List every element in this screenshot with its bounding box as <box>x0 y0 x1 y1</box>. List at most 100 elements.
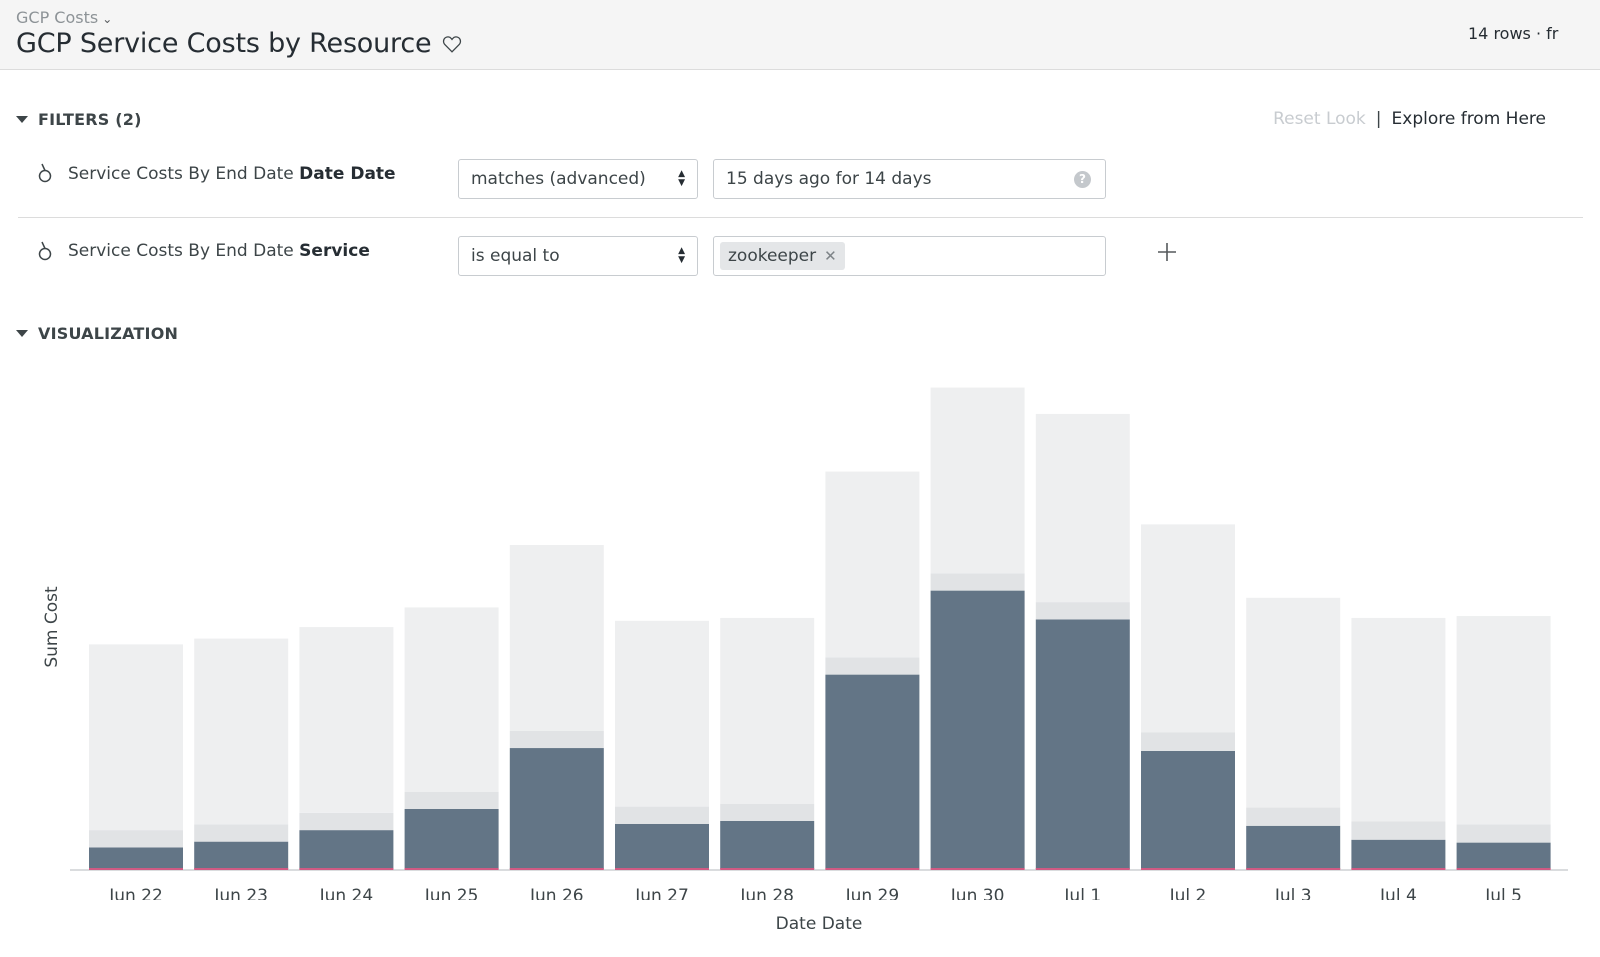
bar-segment-1 <box>615 806 709 824</box>
x-tick-label: Jun 23 <box>213 886 268 900</box>
bar-segment-2 <box>1246 597 1341 808</box>
breadcrumb-label: GCP Costs <box>16 8 99 27</box>
bar-segment-2 <box>1351 617 1446 822</box>
bar-segment-0 <box>194 841 289 869</box>
operator-select-service[interactable]: is equal to ▲ ▼ <box>458 236 698 276</box>
operator-select-date[interactable]: matches (advanced) ▲ ▼ <box>458 159 698 199</box>
bar-baseline <box>1141 868 1235 870</box>
bar-baseline <box>299 868 394 870</box>
service-value-input[interactable]: zookeeper ✕ <box>713 236 1106 276</box>
look-actions: Reset Look | Explore from Here <box>1273 109 1546 129</box>
bar-segment-2 <box>194 638 289 825</box>
bar-segment-0 <box>615 823 709 869</box>
page-title-group: GCP Service Costs by Resource <box>16 28 463 59</box>
bar-segment-2 <box>1035 413 1130 603</box>
filter-label-date: Service Costs By End Date Date Date <box>68 164 396 184</box>
bar-segment-0 <box>1141 750 1235 869</box>
filter-divider <box>18 217 1583 218</box>
page-title: GCP Service Costs by Resource <box>16 28 432 59</box>
heart-icon[interactable] <box>441 33 463 55</box>
chevron-down-icon: ⌄ <box>102 11 113 26</box>
select-arrows-icon: ▲ ▼ <box>678 169 685 188</box>
x-tick-label: Jun 27 <box>634 886 689 900</box>
help-icon[interactable]: ? <box>1074 171 1091 188</box>
collapse-triangle-icon <box>16 330 28 337</box>
x-tick-label: Jul 1 <box>1063 886 1101 900</box>
bar-segment-0 <box>299 830 394 869</box>
x-tick-label: Jun 28 <box>739 886 794 900</box>
bar-segment-1 <box>1246 807 1341 826</box>
bar-segment-1 <box>1351 821 1446 840</box>
date-value-input[interactable]: 15 days ago for 14 days ? <box>713 159 1106 199</box>
bar-segment-1 <box>930 573 1025 591</box>
filter-ring-icon <box>38 163 52 183</box>
breadcrumb[interactable]: GCP Costs ⌄ <box>16 8 112 27</box>
x-tick-label: Jun 26 <box>529 886 584 900</box>
filters-section-toggle[interactable]: FILTERS (2) <box>16 110 142 129</box>
bar-baseline <box>825 868 920 870</box>
bar-baseline <box>194 868 289 870</box>
x-tick-label: Jul 2 <box>1169 886 1207 900</box>
operator-select-value: matches (advanced) <box>471 169 646 189</box>
bar-segment-1 <box>825 657 920 675</box>
filter-label-field: Service <box>299 241 370 261</box>
bar-segment-0 <box>930 590 1025 869</box>
remove-token-icon[interactable]: ✕ <box>824 247 837 265</box>
bar-baseline <box>615 868 709 870</box>
filters-section-label: FILTERS (2) <box>38 110 142 129</box>
visualization-section-toggle[interactable]: VISUALIZATION <box>16 324 178 343</box>
add-filter-plus-icon[interactable] <box>1155 240 1179 264</box>
x-tick-label: Jun 22 <box>108 886 163 900</box>
bar-segment-2 <box>509 545 604 731</box>
filter-label-service: Service Costs By End Date Service <box>68 241 370 261</box>
bar-baseline <box>404 868 499 870</box>
x-tick-label: Jun 29 <box>845 886 900 900</box>
x-tick-label: Jul 3 <box>1274 886 1312 900</box>
bar-baseline <box>509 868 604 870</box>
bar-segment-1 <box>89 830 183 848</box>
bar-baseline <box>1035 868 1130 870</box>
bar-baseline <box>1456 868 1551 870</box>
bar-segment-2 <box>404 607 499 792</box>
bar-segment-2 <box>1456 616 1551 825</box>
x-tick-label: Jul 4 <box>1379 886 1417 900</box>
filter-ring-icon <box>38 241 52 261</box>
bar-segment-0 <box>1351 839 1446 869</box>
filter-token: zookeeper ✕ <box>720 242 845 270</box>
bar-segment-0 <box>89 847 183 869</box>
filter-label-prefix: Service Costs By End Date <box>68 164 300 184</box>
bar-baseline <box>89 868 183 870</box>
bar-segment-0 <box>509 748 604 869</box>
operator-select-value: is equal to <box>471 246 560 266</box>
x-tick-label: Jun 30 <box>950 886 1005 900</box>
bar-segment-2 <box>89 644 183 831</box>
bar-segment-0 <box>1456 842 1551 869</box>
explore-from-here-link[interactable]: Explore from Here <box>1391 109 1546 129</box>
bar-segment-1 <box>509 730 604 749</box>
date-value-text: 15 days ago for 14 days <box>726 169 932 189</box>
bar-segment-1 <box>1141 732 1235 751</box>
filter-label-prefix: Service Costs By End Date <box>68 241 300 261</box>
x-tick-label: Jun 24 <box>319 886 374 900</box>
stacked-bar-chart: Jun 22 Jun 23 Jun 24 Jun 25 Jun 26 Jun 27 Jun … <box>70 387 1568 900</box>
filter-row-service: Service Costs By End Date Service is equ… <box>0 236 1600 276</box>
reset-look-link[interactable]: Reset Look <box>1273 109 1366 129</box>
filter-token-label: zookeeper <box>728 246 817 266</box>
bar-segment-1 <box>194 824 289 842</box>
filter-label-field: Date Date <box>299 164 396 184</box>
bar-segment-2 <box>825 471 920 658</box>
bar-segment-2 <box>615 620 709 807</box>
x-tick-label: Jul 5 <box>1484 886 1522 900</box>
bar-segment-2 <box>1141 524 1235 733</box>
filter-row-date: Service Costs By End Date Date Date matc… <box>0 159 1600 199</box>
select-arrows-icon: ▲ ▼ <box>678 246 685 265</box>
bar-segment-2 <box>720 617 815 804</box>
bar-segment-0 <box>404 809 499 869</box>
bar-baseline <box>1351 868 1446 870</box>
collapse-triangle-icon <box>16 116 28 123</box>
link-separator: | <box>1375 109 1382 129</box>
bar-segment-1 <box>1456 824 1551 843</box>
x-axis-title: Date Date <box>775 914 863 934</box>
page-header: GCP Costs ⌄ GCP Service Costs by Resourc… <box>0 0 1600 70</box>
bar-baseline <box>720 868 815 870</box>
